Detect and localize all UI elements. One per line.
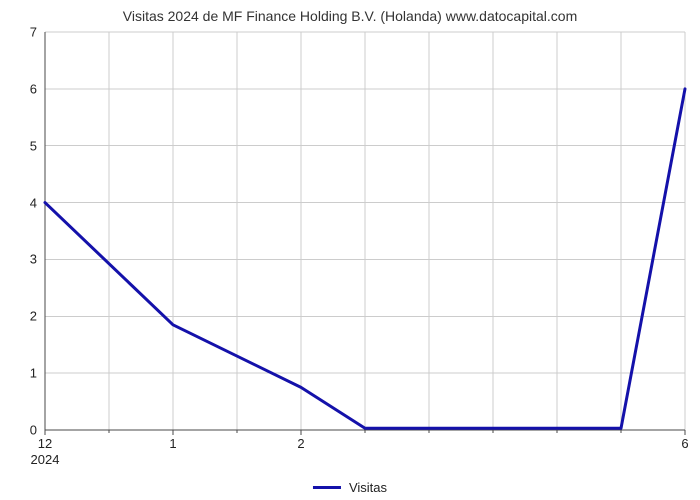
y-tick-label: 2	[30, 309, 45, 324]
y-tick-label: 3	[30, 252, 45, 267]
legend-label: Visitas	[349, 480, 387, 495]
x-sub-label: 2024	[31, 452, 60, 467]
legend: Visitas	[313, 480, 387, 495]
y-tick-label: 7	[30, 25, 45, 40]
x-tick-label: 12	[38, 430, 52, 451]
plot-area: 01234567121262024	[45, 32, 685, 430]
x-tick-label: 6	[681, 430, 688, 451]
y-tick-label: 5	[30, 138, 45, 153]
legend-swatch	[313, 486, 341, 489]
y-tick-label: 1	[30, 366, 45, 381]
x-tick-label: 1	[169, 430, 176, 451]
x-tick-label: 2	[297, 430, 304, 451]
plot-svg	[45, 32, 685, 430]
y-tick-label: 6	[30, 81, 45, 96]
chart-container: Visitas 2024 de MF Finance Holding B.V. …	[0, 0, 700, 500]
chart-title: Visitas 2024 de MF Finance Holding B.V. …	[0, 8, 700, 24]
y-tick-label: 4	[30, 195, 45, 210]
